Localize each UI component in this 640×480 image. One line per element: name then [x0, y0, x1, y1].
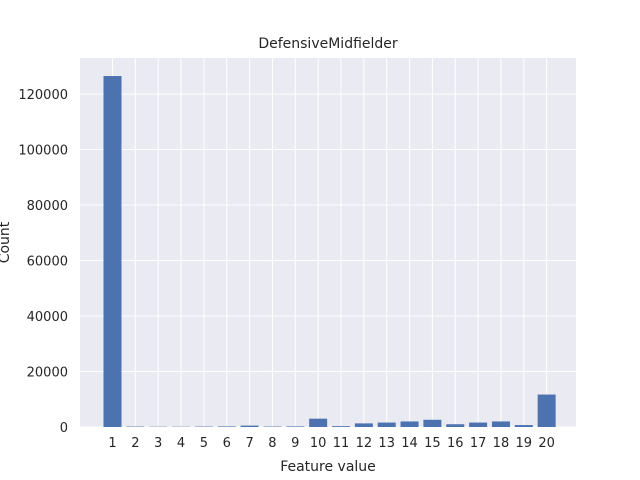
bar-7 [240, 425, 259, 427]
bar-17 [469, 422, 488, 427]
bar-19 [514, 425, 533, 427]
x-tick-label: 10 [310, 436, 327, 451]
bars [103, 76, 556, 427]
x-tick-label: 3 [154, 436, 162, 451]
y-tick-label: 120000 [18, 88, 68, 103]
x-axis-label: Feature value [280, 459, 376, 475]
x-tick-label: 15 [424, 436, 441, 451]
bar-15 [423, 419, 442, 427]
x-tick-label: 5 [200, 436, 208, 451]
plot-area [80, 58, 576, 427]
bar-6 [217, 426, 236, 427]
x-tick-label: 9 [291, 436, 299, 451]
x-tick-label: 12 [356, 436, 373, 451]
y-tick-label: 0 [60, 421, 68, 436]
grid-lines [80, 58, 576, 428]
bar-12 [354, 423, 373, 427]
bar-10 [309, 418, 328, 427]
x-tick-label: 18 [493, 436, 510, 451]
bar-18 [491, 421, 510, 427]
bar-20 [537, 394, 556, 427]
bar-13 [377, 422, 396, 427]
x-tick-label: 17 [470, 436, 487, 451]
y-tick-label: 60000 [27, 255, 68, 270]
bar-16 [446, 424, 465, 427]
x-tick-label: 7 [245, 436, 253, 451]
x-tick-labels: 1 2 3 4 5 6 7 8 9 10 11 12 13 14 15 16 17 18 19 20 [108, 436, 555, 451]
chart-title: DefensiveMidfielder [258, 36, 398, 52]
x-tick-label: 6 [223, 436, 231, 451]
x-tick-label: 14 [401, 436, 418, 451]
y-tick-labels: 0 20000 40000 60000 80000 100000 120000 [18, 88, 68, 436]
x-tick-label: 20 [538, 436, 555, 451]
x-tick-label: 1 [108, 436, 116, 451]
x-tick-label: 19 [516, 436, 533, 451]
y-tick-label: 20000 [27, 366, 68, 381]
x-tick-label: 4 [177, 436, 185, 451]
x-tick-label: 11 [333, 436, 350, 451]
y-axis-label: Count [0, 221, 13, 263]
x-tick-label: 8 [268, 436, 276, 451]
bar-14 [400, 421, 419, 427]
bar-1 [103, 76, 122, 427]
x-tick-label: 2 [131, 436, 139, 451]
y-tick-label: 100000 [18, 144, 68, 159]
bar-11 [332, 426, 350, 427]
y-tick-label: 40000 [27, 310, 68, 325]
bar-9 [286, 426, 305, 427]
x-tick-label: 16 [447, 436, 464, 451]
x-tick-label: 13 [378, 436, 395, 451]
y-tick-label: 80000 [27, 199, 68, 214]
